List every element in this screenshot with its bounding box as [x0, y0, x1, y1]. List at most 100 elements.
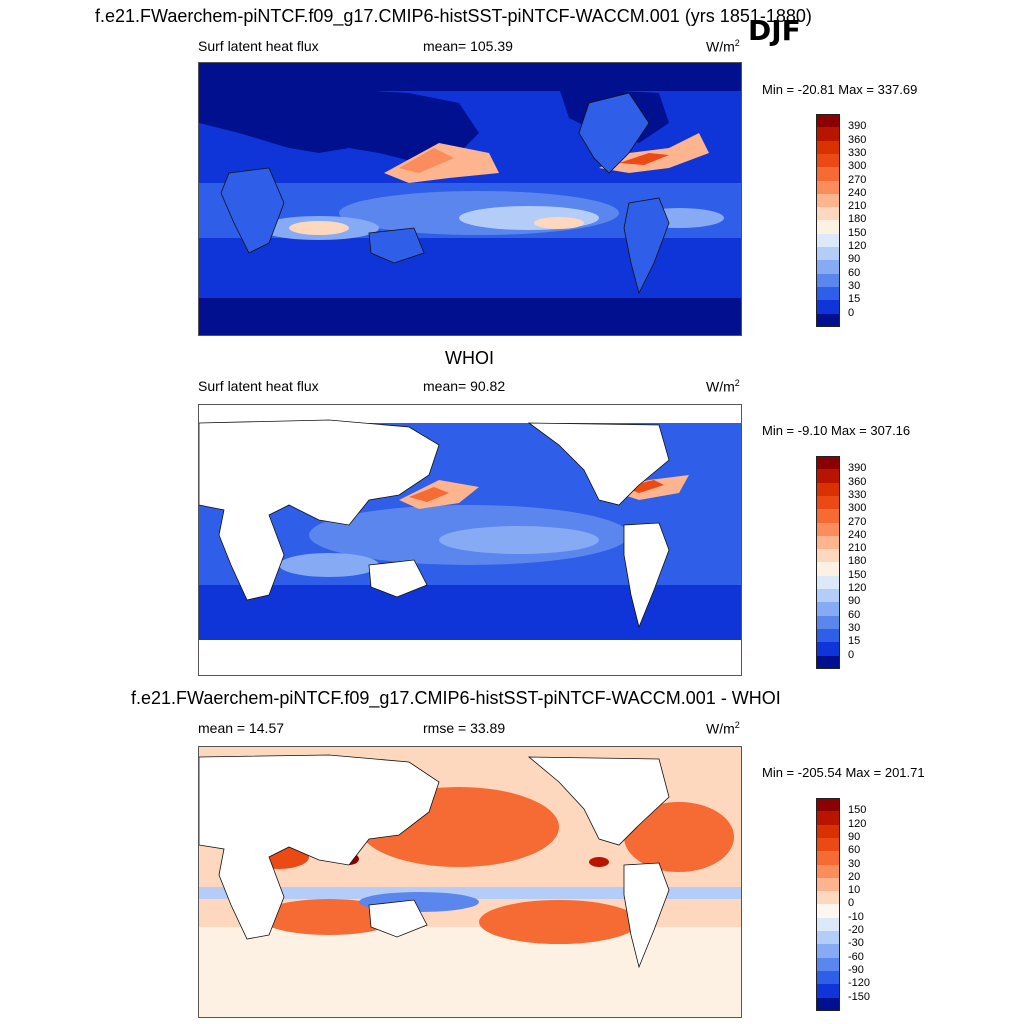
- colorbar-swatch: [816, 575, 840, 590]
- colorbar-tick-label: 330: [848, 488, 867, 501]
- colorbar-tick-label: -20: [848, 924, 864, 936]
- colorbar-tick-label: 90: [848, 253, 861, 266]
- panel2-title: WHOI: [445, 348, 494, 368]
- colorbar-swatch: [816, 877, 840, 892]
- panel2-map: [198, 404, 742, 676]
- colorbar-tick-label: 270: [848, 173, 867, 186]
- colorbar-swatch: [816, 286, 840, 301]
- colorbar-tick-label: 0: [848, 897, 855, 910]
- colorbar-swatch: [816, 300, 840, 314]
- colorbar-tick-label: 60: [848, 608, 861, 621]
- colorbar-swatch: [816, 642, 840, 656]
- colorbar-swatch: [816, 495, 840, 510]
- colorbar-swatch: [816, 602, 840, 617]
- panel2-units-label: W/m2: [706, 378, 740, 395]
- colorbar-swatch: [816, 260, 840, 275]
- colorbar-swatch: [816, 233, 840, 248]
- panel2-map-field: [199, 405, 741, 675]
- colorbar-tick-label: -60: [848, 950, 864, 963]
- panel1-title: f.e21.FWaerchem-piNTCF.f09_g17.CMIP6-his…: [95, 6, 812, 26]
- colorbar-swatch: [816, 220, 840, 235]
- colorbar-tick-label: 120: [848, 582, 867, 594]
- colorbar-tick-label: 180: [848, 213, 867, 226]
- colorbar-tick-label: 240: [848, 186, 867, 199]
- colorbar-swatch: [816, 811, 840, 826]
- colorbar-swatch: [816, 114, 840, 128]
- panel1-map: [198, 62, 742, 336]
- colorbar-tick-label: 240: [848, 528, 867, 541]
- colorbar-swatch: [816, 535, 840, 550]
- colorbar-swatch: [816, 180, 840, 195]
- panel3-minmax-label: Min = -205.54 Max = 201.71: [762, 765, 925, 780]
- colorbar-tick-label: -120: [848, 977, 871, 990]
- panel3-map-field: [199, 747, 741, 1017]
- panel1-minmax-label: Min = -20.81 Max = 337.69: [762, 82, 918, 97]
- colorbar-tick-label: 360: [848, 475, 867, 488]
- colorbar-swatch: [816, 970, 840, 985]
- colorbar-swatch: [816, 509, 840, 523]
- colorbar-swatch: [816, 957, 840, 972]
- colorbar-tick-label: 20: [848, 870, 861, 883]
- colorbar-swatch: [816, 482, 840, 497]
- colorbar-swatch: [816, 456, 840, 470]
- colorbar-tick-label: 180: [848, 555, 867, 568]
- colorbar-swatch: [816, 997, 840, 1012]
- colorbar-swatch: [816, 273, 840, 288]
- panel3-mean-label: mean = 14.57: [198, 720, 285, 736]
- colorbar-tick-label: 0: [848, 648, 855, 661]
- colorbar-tick-label: 120: [848, 240, 867, 252]
- colorbar-tick-label: 15: [848, 293, 861, 306]
- colorbar-swatch: [816, 469, 840, 484]
- panel3-map: [198, 746, 742, 1018]
- colorbar-tick-label: 0: [848, 306, 855, 319]
- colorbar-swatch: [816, 562, 840, 577]
- colorbar-swatch: [816, 140, 840, 155]
- panel3-units-label: W/m2: [706, 720, 740, 737]
- season-label: DJF: [748, 14, 801, 47]
- colorbar-swatch: [816, 589, 840, 603]
- colorbar-swatch: [816, 313, 840, 328]
- colorbar-swatch: [816, 851, 840, 865]
- colorbar-swatch: [816, 824, 840, 839]
- colorbar-tick-label: -10: [848, 910, 864, 923]
- colorbar-tick-label: 150: [848, 226, 867, 239]
- colorbar-swatch: [816, 628, 840, 643]
- panel2-minmax-label: Min = -9.10 Max = 307.16: [762, 423, 911, 438]
- colorbar-tick-label: 210: [848, 542, 867, 555]
- colorbar-tick-label: 90: [848, 595, 861, 608]
- colorbar-tick-label: 30: [848, 857, 861, 870]
- colorbar-tick-label: 210: [848, 200, 867, 213]
- colorbar-tick-label: 390: [848, 120, 867, 133]
- colorbar-swatch: [816, 904, 840, 919]
- colorbar-tick-label: 60: [848, 266, 861, 279]
- colorbar-tick-label: 270: [848, 515, 867, 528]
- colorbar-tick-label: 90: [848, 830, 861, 843]
- colorbar-tick-label: 390: [848, 462, 867, 475]
- colorbar-swatch: [816, 837, 840, 852]
- colorbar-swatch: [816, 798, 840, 812]
- panel2-mean-label: mean= 90.82: [423, 378, 506, 394]
- colorbar-swatch: [816, 615, 840, 630]
- colorbar-tick-label: -90: [848, 963, 864, 976]
- colorbar-tick-label: 120: [848, 817, 867, 830]
- colorbar-swatch: [816, 944, 840, 959]
- colorbar-swatch: [816, 127, 840, 142]
- colorbar-swatch: [816, 891, 840, 905]
- colorbar-swatch: [816, 984, 840, 998]
- colorbar-tick-label: 60: [848, 844, 861, 857]
- colorbar-tick-label: 300: [848, 502, 867, 515]
- colorbar-tick-label: -150: [848, 990, 871, 1003]
- colorbar-tick-label: 30: [848, 279, 861, 292]
- colorbar-swatch: [816, 864, 840, 879]
- colorbar-swatch: [816, 549, 840, 563]
- panel3-title: f.e21.FWaerchem-piNTCF.f09_g17.CMIP6-his…: [131, 688, 781, 708]
- colorbar-swatch: [816, 167, 840, 181]
- colorbar-swatch: [816, 917, 840, 932]
- colorbar-tick-label: 300: [848, 160, 867, 173]
- colorbar-tick-label: 360: [848, 133, 867, 146]
- colorbar-tick-label: 150: [848, 804, 867, 817]
- panel2-variable-label: Surf latent heat flux: [198, 378, 319, 394]
- colorbar-swatch: [816, 193, 840, 208]
- colorbar-swatch: [816, 931, 840, 945]
- panel3-rmse-label: rmse = 33.89: [423, 720, 506, 736]
